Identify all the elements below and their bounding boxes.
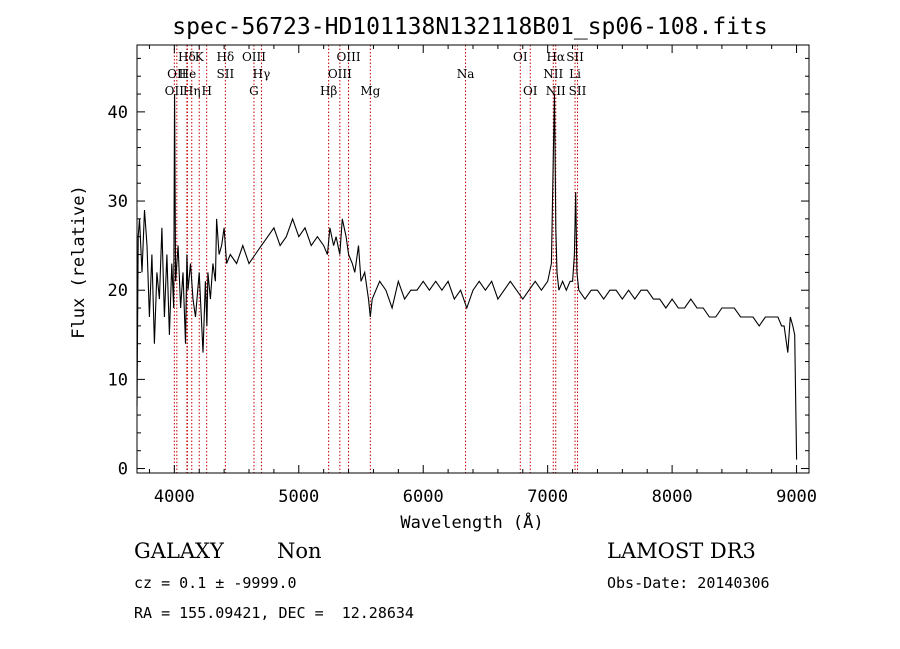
spectrum-curve xyxy=(136,93,798,460)
coordinates: RA = 155.09421, DEC = 12.28634 xyxy=(134,604,414,622)
x-tick-label: 7000 xyxy=(527,487,568,507)
line-label: SII xyxy=(569,84,587,98)
y-tick-label: 20 xyxy=(108,281,128,301)
line-label: Hδ xyxy=(217,50,235,64)
emission-line-labels: OIIHδOIIHeHηKHHδSIIOIIIGHγHβOIIIOIIIMgNa… xyxy=(165,50,587,98)
line-label: Mg xyxy=(360,84,380,98)
line-label: Li xyxy=(569,67,581,81)
line-label: K xyxy=(195,50,205,64)
line-label: NII xyxy=(543,67,563,81)
x-tick-label: 8000 xyxy=(652,487,693,507)
y-axis-ticks: 0 10 20 30 40 xyxy=(108,57,809,480)
line-label: OIII xyxy=(337,50,361,64)
line-label: OI xyxy=(523,84,538,98)
y-tick-label: 30 xyxy=(108,192,128,212)
line-label: OIII xyxy=(328,67,352,81)
line-label: SII xyxy=(566,50,584,64)
line-label: Hγ xyxy=(253,67,271,81)
y-axis-label: Flux (relative) xyxy=(69,185,89,339)
x-axis-ticks: 4000 5000 6000 7000 8000 9000 xyxy=(148,45,817,507)
x-tick-label: 4000 xyxy=(154,487,195,507)
emission-line-markers xyxy=(173,45,579,473)
line-label: Hη xyxy=(183,84,201,98)
line-label: OIII xyxy=(242,50,266,64)
survey-label: LAMOST DR3 xyxy=(607,539,756,563)
line-label: NII xyxy=(546,84,566,98)
x-tick-label: 5000 xyxy=(278,487,319,507)
line-label: OI xyxy=(513,50,528,64)
line-label: Na xyxy=(457,67,475,81)
line-label: H xyxy=(201,84,211,98)
obs-date: Obs-Date: 20140306 xyxy=(607,574,770,592)
class-label: GALAXY xyxy=(134,539,224,563)
y-tick-label: 0 xyxy=(118,460,128,480)
line-label: Hδ xyxy=(178,50,196,64)
x-axis-label: Wavelength (Å) xyxy=(400,511,543,533)
y-tick-label: 10 xyxy=(108,370,128,390)
chart-title: spec-56723-HD101138N132118B01_sp06-108.f… xyxy=(172,14,767,40)
redshift-value: cz = 0.1 ± -9999.0 xyxy=(134,574,297,592)
line-label: Hβ xyxy=(320,84,337,98)
x-tick-label: 6000 xyxy=(403,487,444,507)
line-label: OII xyxy=(165,84,185,98)
line-label: Hα xyxy=(546,50,565,64)
line-label: SII xyxy=(217,67,235,81)
y-tick-label: 40 xyxy=(108,103,128,123)
subclass-label: Non xyxy=(277,539,322,563)
line-label: OII xyxy=(167,67,187,81)
line-label: G xyxy=(249,84,259,98)
line-label: He xyxy=(179,67,197,81)
x-tick-label: 9000 xyxy=(776,487,817,507)
